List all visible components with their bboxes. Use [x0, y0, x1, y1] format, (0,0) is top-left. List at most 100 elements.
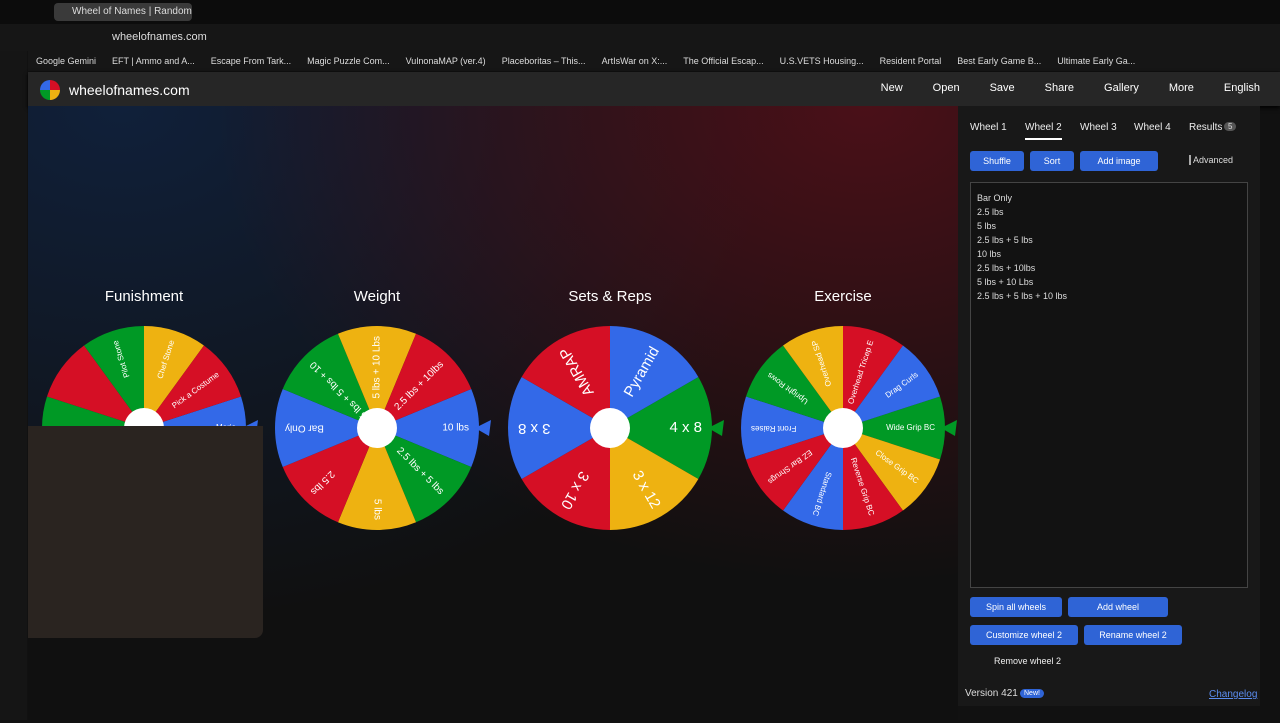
slice-label: 3 x 8	[518, 420, 551, 437]
wheel-hub	[357, 408, 397, 448]
wheel-slice	[843, 396, 945, 460]
wheel-slice	[745, 428, 843, 511]
bookmark[interactable]: EFT | Ammo and A...	[112, 56, 195, 66]
remove-button[interactable]: Remove wheel 2	[994, 656, 1062, 666]
bookmark[interactable]: Magic Puzzle Com...	[307, 56, 390, 66]
wheel-slice	[521, 326, 610, 428]
wheel-slice	[377, 428, 472, 523]
webcam-overlay	[28, 426, 263, 638]
bookmark[interactable]: Escape From Tark...	[210, 56, 292, 66]
bookmark[interactable]: Placeboritas – This...	[501, 56, 586, 66]
wheel-slice	[843, 428, 941, 511]
wheel-slice	[843, 326, 903, 428]
wheel-title: Sets & Reps	[568, 288, 651, 305]
advanced-checkbox[interactable]: Advanced	[1172, 155, 1233, 165]
bookmark[interactable]: The Official Escap...	[683, 56, 764, 66]
bookmark[interactable]: U.S.VETS Housing...	[779, 56, 864, 66]
entry: 2.5 lbs + 10lbs	[977, 263, 1036, 273]
tab-bar	[0, 0, 1280, 24]
rename-button[interactable]: Rename wheel 2	[1084, 625, 1182, 645]
bookmark[interactable]: Resident Portal	[879, 56, 942, 66]
entries[interactable]: Bar Only 2.5 lbs 5 lbs 2.5 lbs + 5 lbs 10 lb…	[970, 182, 1248, 588]
wheel-title: Funishment	[105, 288, 184, 305]
wheel-slice	[508, 377, 610, 479]
bookmark[interactable]: ArtIsWar on X:...	[601, 56, 668, 66]
url[interactable]: wheelofnames.com	[112, 31, 207, 43]
wheel-hub	[590, 408, 630, 448]
logo[interactable]	[40, 80, 60, 100]
wheel-slice	[337, 428, 417, 531]
site-header	[28, 72, 1280, 106]
browser-tab[interactable]: Wheel of Names | Random	[54, 3, 192, 21]
bookmark[interactable]: Best Early Game B...	[957, 56, 1042, 66]
browser-sidebar	[0, 51, 27, 720]
wheel-title: Weight	[354, 288, 401, 305]
entry: 5 lbs + 10 Lbs	[977, 277, 1034, 287]
wheel-slice	[282, 333, 377, 428]
nav-button[interactable]: New	[880, 82, 903, 94]
entry: 2.5 lbs + 5 lbs	[977, 235, 1033, 245]
entry: 2.5 lbs	[977, 207, 1004, 217]
wheel-tab[interactable]: Wheel 4	[1134, 122, 1171, 133]
wheel-tab[interactable]: Wheel 1	[970, 122, 1007, 133]
wheel-tab[interactable]: Results	[1189, 122, 1223, 133]
add-wheel-button[interactable]: Add wheel	[1068, 597, 1168, 617]
address-bar	[0, 24, 1280, 51]
entry: 5 lbs	[977, 221, 997, 231]
wheel-slice	[282, 428, 377, 523]
entry: 10 lbs	[977, 249, 1002, 259]
slice-label: 4 x 8	[669, 419, 702, 436]
nav-button[interactable]: Share	[1044, 82, 1075, 94]
wheel-slice	[46, 345, 144, 428]
wheel-slice	[275, 388, 377, 468]
tool-button[interactable]: Add image	[1080, 151, 1158, 171]
entry: 2.5 lbs + 5 lbs + 10 lbs	[977, 291, 1068, 301]
slice-label: 5 lbs	[371, 499, 382, 520]
wheel-pointer	[941, 420, 957, 436]
nav-button[interactable]: Gallery	[1104, 82, 1139, 94]
customize-button[interactable]: Customize wheel 2	[970, 625, 1078, 645]
slice-label: Wide Grip BC	[886, 423, 935, 432]
wheel-slice	[610, 428, 699, 530]
slice-label: 10 lbs	[442, 423, 469, 434]
wheel-slice	[144, 345, 242, 428]
bookmarks-bar: Google Gemini EFT | Ammo and A... Escape F…	[28, 51, 1280, 71]
wheel-tab[interactable]: Wheel 3	[1080, 122, 1117, 133]
bookmark[interactable]: Google Gemini	[36, 56, 97, 66]
changelog-link[interactable]: Changelog	[1209, 689, 1258, 700]
wheel-slice	[144, 326, 204, 428]
wheel-tab[interactable]: Wheel 2	[1025, 122, 1062, 140]
wheel-slice	[783, 326, 843, 428]
nav-button[interactable]: More	[1168, 82, 1194, 94]
nav-button[interactable]: English	[1223, 82, 1260, 94]
wheel-slice	[843, 428, 903, 530]
wheel-pointer	[475, 420, 491, 436]
wheel-slice	[610, 326, 699, 428]
tool-button[interactable]: Sort	[1030, 151, 1074, 171]
results-count: 5	[1224, 122, 1237, 131]
spin-all-button[interactable]: Spin all wheels	[970, 597, 1062, 617]
slice-label: 5 lbs + 10 Lbs	[372, 336, 383, 399]
wheel-slice	[337, 326, 417, 428]
wheel-slice	[84, 326, 144, 428]
slice-label: Bar Only	[285, 422, 324, 433]
nav-button[interactable]: Save	[989, 82, 1015, 94]
bookmark[interactable]: VulnonaMAP (ver.4)	[405, 56, 486, 66]
version: Version 421	[965, 688, 1018, 699]
wheels-area: FunishmentMarioGandolfChoose a StachePil…	[28, 106, 958, 720]
wheel-slice	[741, 396, 843, 460]
nav-button[interactable]: Open	[932, 82, 960, 94]
new-badge: New!	[1020, 689, 1044, 698]
wheel-slice	[377, 388, 480, 468]
site-name[interactable]: wheelofnames.com	[69, 82, 190, 98]
entry: Bar Only	[977, 193, 1013, 203]
wheel-slice	[377, 333, 472, 428]
slice-label: Front Raises	[751, 424, 796, 433]
wheel-title: Exercise	[814, 288, 872, 305]
tool-button[interactable]: Shuffle	[970, 151, 1024, 171]
bookmark[interactable]: Ultimate Early Ga...	[1057, 56, 1136, 66]
